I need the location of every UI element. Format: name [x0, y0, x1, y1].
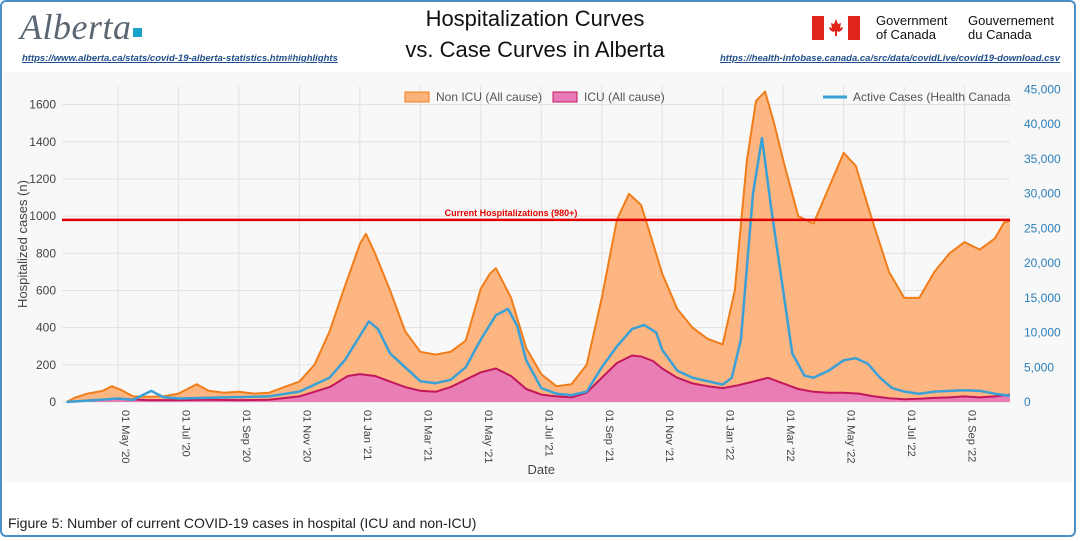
x-tick-label: 01 Sep '20 — [240, 410, 252, 462]
x-tick-label: 01 Sep '22 — [966, 410, 978, 462]
y2-tick-label: 40,000 — [1024, 117, 1061, 131]
y2-tick-label: 15,000 — [1024, 291, 1061, 305]
source-link-alberta[interactable]: https://www.alberta.ca/stats/covid-19-al… — [22, 53, 338, 64]
non-icu-line — [66, 90, 1011, 403]
legend-swatch-icu — [552, 91, 578, 103]
y2-tick-label: 10,000 — [1024, 326, 1061, 340]
x-tick-label: 01 Jul '22 — [905, 410, 917, 457]
non-icu-area — [66, 91, 1010, 402]
y2-tick-label: 5,000 — [1024, 360, 1054, 374]
x-tick-label: 01 Mar '21 — [421, 410, 433, 462]
x-tick-label: 01 Jul '21 — [542, 410, 554, 457]
y2-tick-label: 45,000 — [1024, 82, 1061, 96]
line-layer: Current Hospitalizations (980+) — [62, 90, 1011, 404]
x-tick-label: 01 Jan '21 — [361, 410, 373, 460]
legend-layer: Non ICU (All cause) ICU (All cause) Active… — [404, 90, 1011, 104]
plot-background-panel — [4, 72, 1072, 482]
y-tick-label: 1200 — [29, 172, 56, 186]
x-tick-label: 01 Nov '20 — [300, 410, 312, 462]
government-of-canada-en: Government of Canada — [876, 13, 948, 42]
chart-title-line2: vs. Case Curves in Alberta — [405, 37, 665, 62]
y2-tick-label: 20,000 — [1024, 256, 1061, 270]
legend-label-non-icu: Non ICU (All cause) — [436, 90, 542, 104]
y2-tick-label: 30,000 — [1024, 187, 1061, 201]
x-tick-label: 01 Nov '21 — [663, 410, 675, 462]
y2-tick-label: 35,000 — [1024, 152, 1061, 166]
x-tick-label: 01 Mar '22 — [784, 410, 796, 462]
current-hospitalizations-label: Current Hospitalizations (980+) — [445, 208, 578, 218]
area-layer — [66, 91, 1010, 402]
legend-label-icu: ICU (All cause) — [584, 90, 665, 104]
x-tick-label: 01 May '22 — [845, 410, 857, 463]
x-tick-label: 01 May '20 — [119, 410, 131, 463]
axis-layer: 01 May '20 01 Jul '20 01 Sep '20 01 Nov '20… — [15, 82, 1061, 477]
y-axis-title: Hospitalized cases (n) — [15, 180, 30, 308]
y-tick-label: 1000 — [29, 209, 56, 223]
y-tick-label: 200 — [36, 358, 56, 372]
x-axis-title: Date — [528, 462, 555, 477]
logo-square-icon — [133, 28, 143, 37]
icu-area — [66, 355, 1010, 402]
y2-tick-label: 25,000 — [1024, 221, 1061, 235]
y-tick-label: 400 — [36, 321, 56, 335]
source-link-health-canada[interactable]: https://health-infobase.canada.ca/src/da… — [720, 53, 1060, 64]
figure-caption: Figure 5: Number of current COVID-19 cas… — [8, 515, 477, 531]
x-tick-label: 01 Jul '20 — [179, 410, 191, 457]
active-cases-line — [66, 136, 1011, 404]
x-tick-label: 01 Sep '21 — [603, 410, 615, 462]
legend-swatch-non-icu — [404, 91, 430, 103]
x-tick-label: 01 May '21 — [482, 410, 494, 463]
alberta-logo: Alberta — [20, 6, 143, 48]
y-tick-label: 1600 — [29, 98, 56, 112]
y-tick-label: 1400 — [29, 135, 56, 149]
y-tick-label: 600 — [36, 283, 56, 297]
x-tick-label: 01 Jan '22 — [724, 410, 736, 460]
government-of-canada-fr: Gouvernement du Canada — [968, 13, 1054, 42]
y2-tick-label: 0 — [1024, 395, 1031, 409]
canada-flag-icon — [812, 16, 860, 40]
y-tick-label: 0 — [49, 395, 56, 409]
icu-line — [66, 354, 1011, 403]
y-tick-label: 800 — [36, 246, 56, 260]
chart-title-line1: Hospitalization Curves — [425, 6, 645, 31]
legend-label-active: Active Cases (Health Canada — [853, 90, 1011, 104]
